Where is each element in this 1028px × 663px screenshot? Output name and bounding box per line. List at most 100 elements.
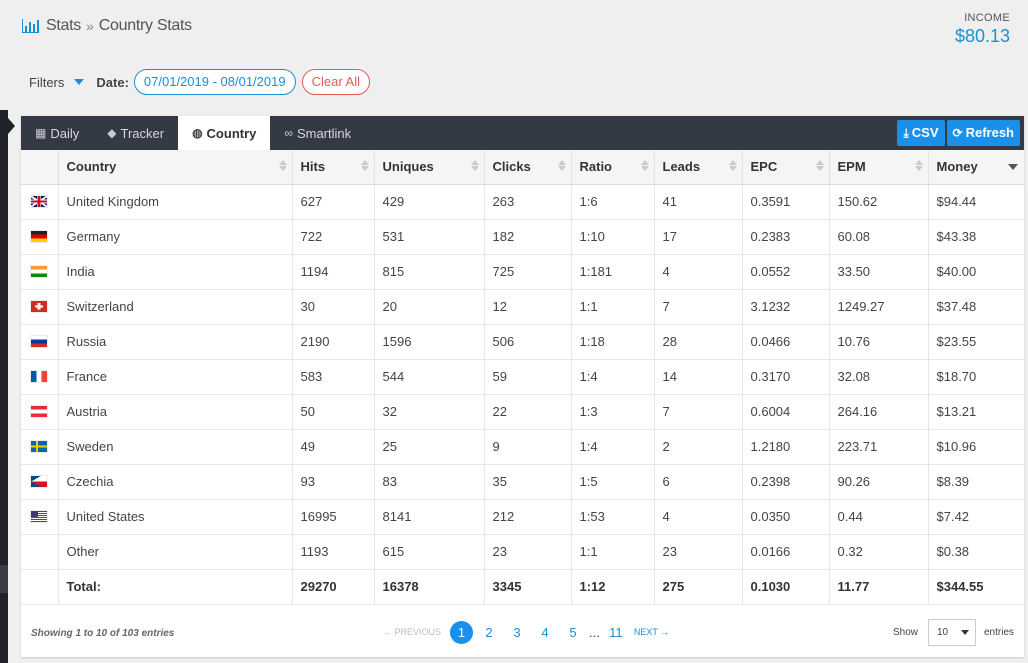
table-row: Switzerland 30 20 12 1:1 7 3.1232 1249.27 $37.48 (21, 289, 1025, 325)
column-header-leads[interactable]: Leads (654, 150, 743, 185)
cell-hits: 93 (292, 464, 375, 500)
cell-uniques: 531 (374, 219, 485, 255)
tab-daily[interactable]: ▦ Daily (21, 116, 93, 150)
cell-hits: 16995 (292, 499, 375, 535)
cell-ratio: 1:6 (571, 184, 655, 220)
cell-clicks: 59 (484, 359, 572, 395)
income-value: $80.13 (954, 26, 1010, 46)
column-header-hits[interactable]: Hits (292, 150, 375, 185)
date-range-pill[interactable]: 07/01/2019 - 08/01/2019 (133, 69, 296, 95)
tab-country[interactable]: ◍ Country (178, 116, 271, 150)
cell-ratio: 1:53 (571, 499, 655, 535)
column-label: EPM (837, 159, 866, 175)
column-label: Clicks (492, 159, 531, 175)
table-row: France 583 544 59 1:4 14 0.3170 32.08 $18.70 (21, 359, 1025, 395)
total-money: $344.55 (928, 569, 1025, 605)
filters-toggle-label[interactable]: Filters (29, 74, 65, 90)
flag-ru-icon (31, 336, 47, 347)
cell-country: Sweden (58, 429, 293, 465)
cell-uniques: 8141 (374, 499, 485, 535)
next-page-button[interactable]: NEXT → (633, 627, 670, 637)
globe-icon: ◍ (192, 126, 203, 140)
column-label: Money (936, 159, 978, 175)
cell-money: $10.96 (928, 429, 1025, 465)
breadcrumb: Stats » Country Stats (22, 14, 192, 38)
column-header-epm[interactable]: EPM (829, 150, 929, 185)
page-button-4[interactable]: 4 (541, 624, 549, 640)
cell-uniques: 83 (374, 464, 485, 500)
csv-export-button[interactable]: ⤓ CSV (897, 120, 945, 146)
table-header-row: Country Hits Uniques Clicks Ratio Leads … (21, 150, 1025, 185)
total-ratio: 1:12 (571, 569, 655, 605)
column-header-uniques[interactable]: Uniques (374, 150, 485, 185)
tab-smartlink[interactable]: ∞ Smartlink (270, 116, 365, 150)
cell-country: Austria (58, 394, 293, 430)
cell-epm: 223.71 (829, 429, 929, 465)
cell-clicks: 182 (484, 219, 572, 255)
income-summary: INCOME $80.13 (955, 12, 1010, 47)
clear-all-button[interactable]: Clear All (301, 69, 371, 95)
cell-ratio: 1:3 (571, 394, 655, 430)
cell-leads: 28 (654, 324, 743, 360)
cell-leads: 7 (654, 394, 743, 430)
page-button-5[interactable]: 5 (569, 624, 577, 640)
breadcrumb-root[interactable]: Stats (46, 17, 81, 34)
cell-epm: 264.16 (829, 394, 929, 430)
page-button-11[interactable]: 11 (609, 624, 623, 640)
sort-icon (914, 160, 923, 171)
flag-cell (21, 359, 59, 395)
tab-tracker[interactable]: ◆ Tracker (93, 116, 178, 150)
sort-icon (470, 160, 479, 171)
column-header-ratio[interactable]: Ratio (571, 150, 655, 185)
page-button-1[interactable]: 1 (450, 620, 474, 644)
cell-epc: 0.3170 (742, 359, 830, 395)
cell-money: $43.38 (928, 219, 1025, 255)
column-header-epc[interactable]: EPC (742, 150, 830, 185)
cell-uniques: 615 (374, 534, 485, 570)
sort-desc-icon (1007, 164, 1018, 170)
cell-epc: 1.2180 (742, 429, 830, 465)
flag-cell (21, 499, 59, 535)
flag-ch-icon (31, 301, 47, 312)
sort-icon (557, 160, 566, 171)
cell-clicks: 212 (484, 499, 572, 535)
page-size-select[interactable]: 10 (927, 619, 976, 646)
flag-gb-icon (31, 196, 47, 207)
cell-uniques: 1596 (374, 324, 485, 360)
column-label: Leads (662, 159, 701, 175)
total-leads: 275 (654, 569, 743, 605)
caret-down-icon[interactable] (74, 79, 85, 85)
sort-icon (815, 160, 824, 171)
cell-hits: 627 (292, 184, 375, 220)
cell-clicks: 506 (484, 324, 572, 360)
flag-at-icon (31, 406, 47, 417)
cell-uniques: 544 (374, 359, 485, 395)
previous-page-button[interactable]: ← PREVIOUS (383, 627, 442, 637)
total-hits: 29270 (292, 569, 375, 605)
page-button-2[interactable]: 2 (485, 624, 493, 640)
column-header-clicks[interactable]: Clicks (484, 150, 572, 185)
cell-money: $8.39 (928, 464, 1025, 500)
chevron-down-icon (960, 630, 969, 635)
flag-cell (21, 289, 59, 325)
cell-epm: 1249.27 (829, 289, 929, 325)
table-row: India 1194 815 725 1:181 4 0.0552 33.50 $40.00 (21, 254, 1025, 290)
cell-epm: 0.32 (829, 534, 929, 570)
column-header-country[interactable]: Country (58, 150, 293, 185)
cell-money: $23.55 (928, 324, 1025, 360)
cell-leads: 7 (654, 289, 743, 325)
cell-clicks: 35 (484, 464, 572, 500)
cell-leads: 23 (654, 534, 743, 570)
cell-clicks: 12 (484, 289, 572, 325)
cell-epc: 0.0350 (742, 499, 830, 535)
page-button-3[interactable]: 3 (513, 624, 521, 640)
flag-column-header (21, 150, 59, 185)
sort-icon (640, 160, 649, 171)
download-icon: ⤓ (903, 126, 909, 140)
tab-actions: ⤓ CSV ⟳ Refresh (897, 120, 1020, 146)
cell-leads: 17 (654, 219, 743, 255)
refresh-button[interactable]: ⟳ Refresh (946, 120, 1020, 146)
column-header-money[interactable]: Money (928, 150, 1025, 185)
flag-cz-icon (31, 476, 47, 487)
cell-leads: 41 (654, 184, 743, 220)
